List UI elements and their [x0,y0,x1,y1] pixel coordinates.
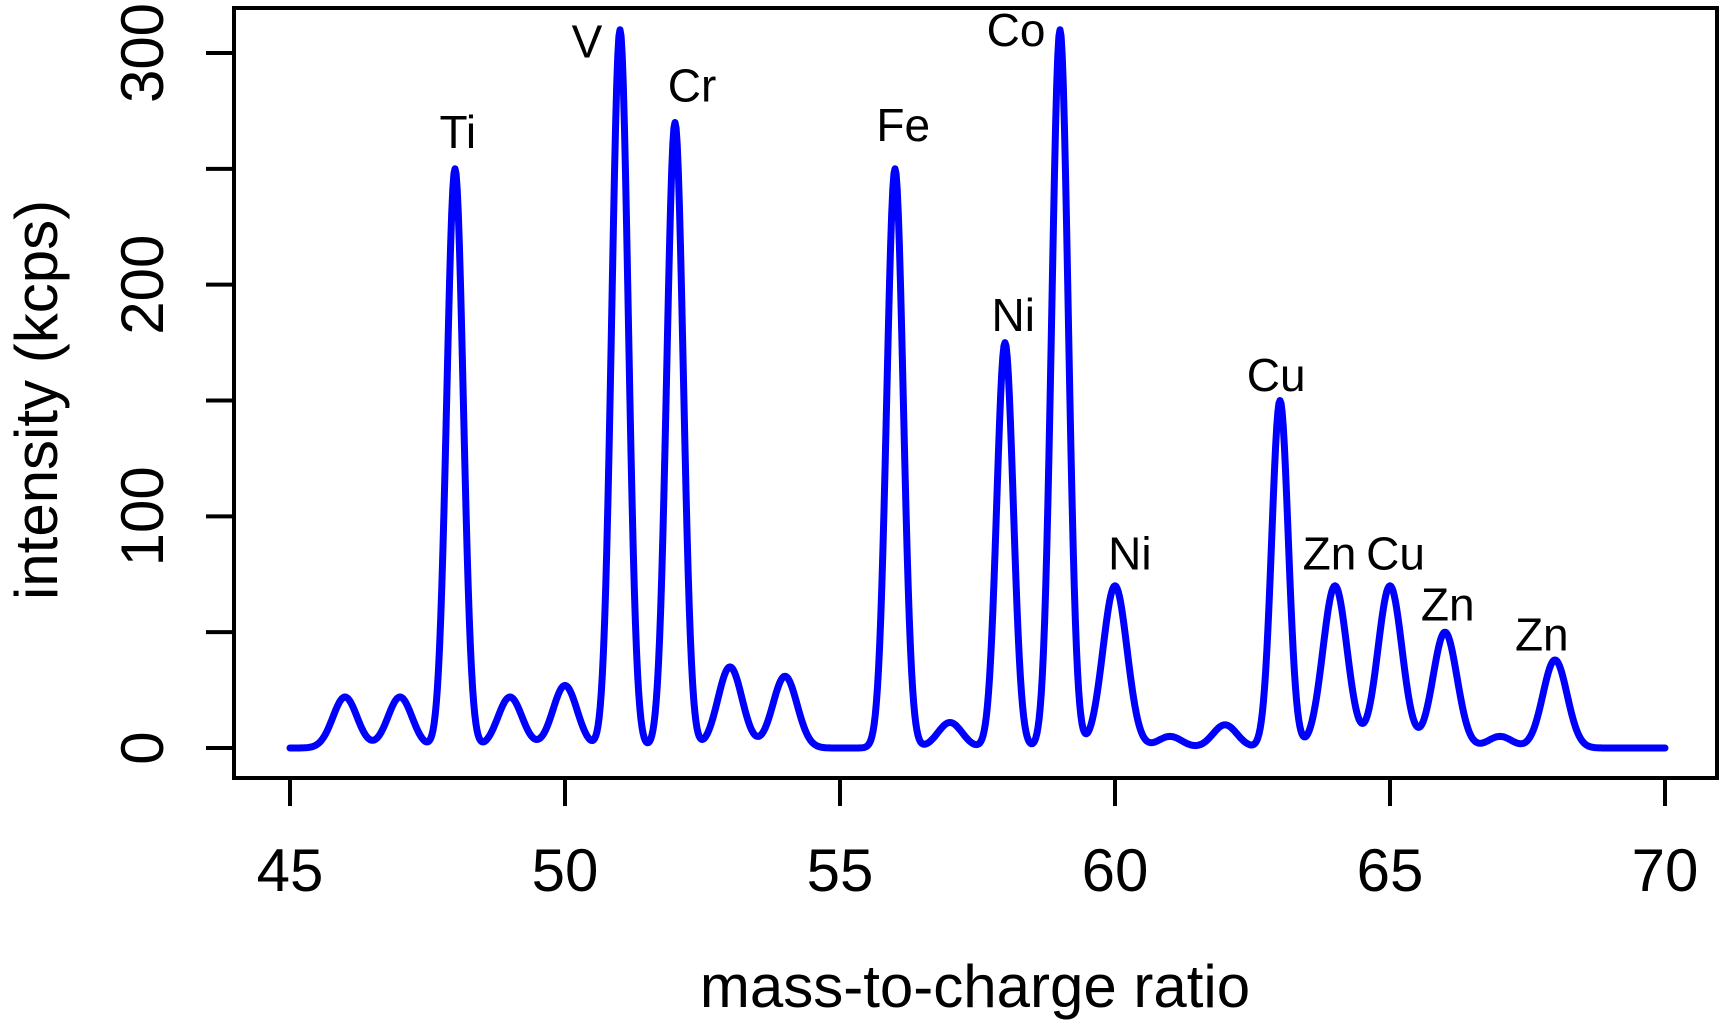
x-tick-label: 50 [532,837,599,904]
y-tick-label: 0 [109,731,176,764]
y-axis-ticks: 0 100 200 300 [109,3,234,765]
x-tick-label: 70 [1632,837,1699,904]
x-tick-label: 65 [1357,837,1424,904]
peak-label-ni-58: Ni [992,289,1035,341]
peak-label-zn-66: Zn [1421,579,1475,631]
peak-label-zn-68: Zn [1515,609,1569,661]
peak-label-cu-63: Cu [1247,349,1306,401]
y-tick-label: 200 [109,235,176,335]
peak-label-cr-52: Cr [668,60,717,112]
x-axis-title: mass-to-charge ratio [700,953,1250,1020]
x-tick-label: 55 [807,837,874,904]
x-axis-ticks: 45 50 55 60 65 70 [257,778,1699,904]
x-tick-label: 60 [1082,837,1149,904]
plot-box [232,6,1719,780]
peak-label-cu-65: Cu [1366,528,1425,580]
peak-label-v-51: V [572,16,603,68]
spectrum-curve [286,26,1669,752]
x-tick-label: 45 [257,837,324,904]
y-axis-title: intensity (kcps) [3,200,70,600]
peak-label-zn-64: Zn [1303,528,1357,580]
peak-label-fe-56: Fe [876,99,930,151]
peak-label-co-59: Co [987,4,1046,56]
peak-label-ni-60: Ni [1108,528,1151,580]
y-tick-label: 300 [109,3,176,103]
y-tick-label: 100 [109,466,176,566]
peak-label-ti-48: Ti [439,106,476,158]
